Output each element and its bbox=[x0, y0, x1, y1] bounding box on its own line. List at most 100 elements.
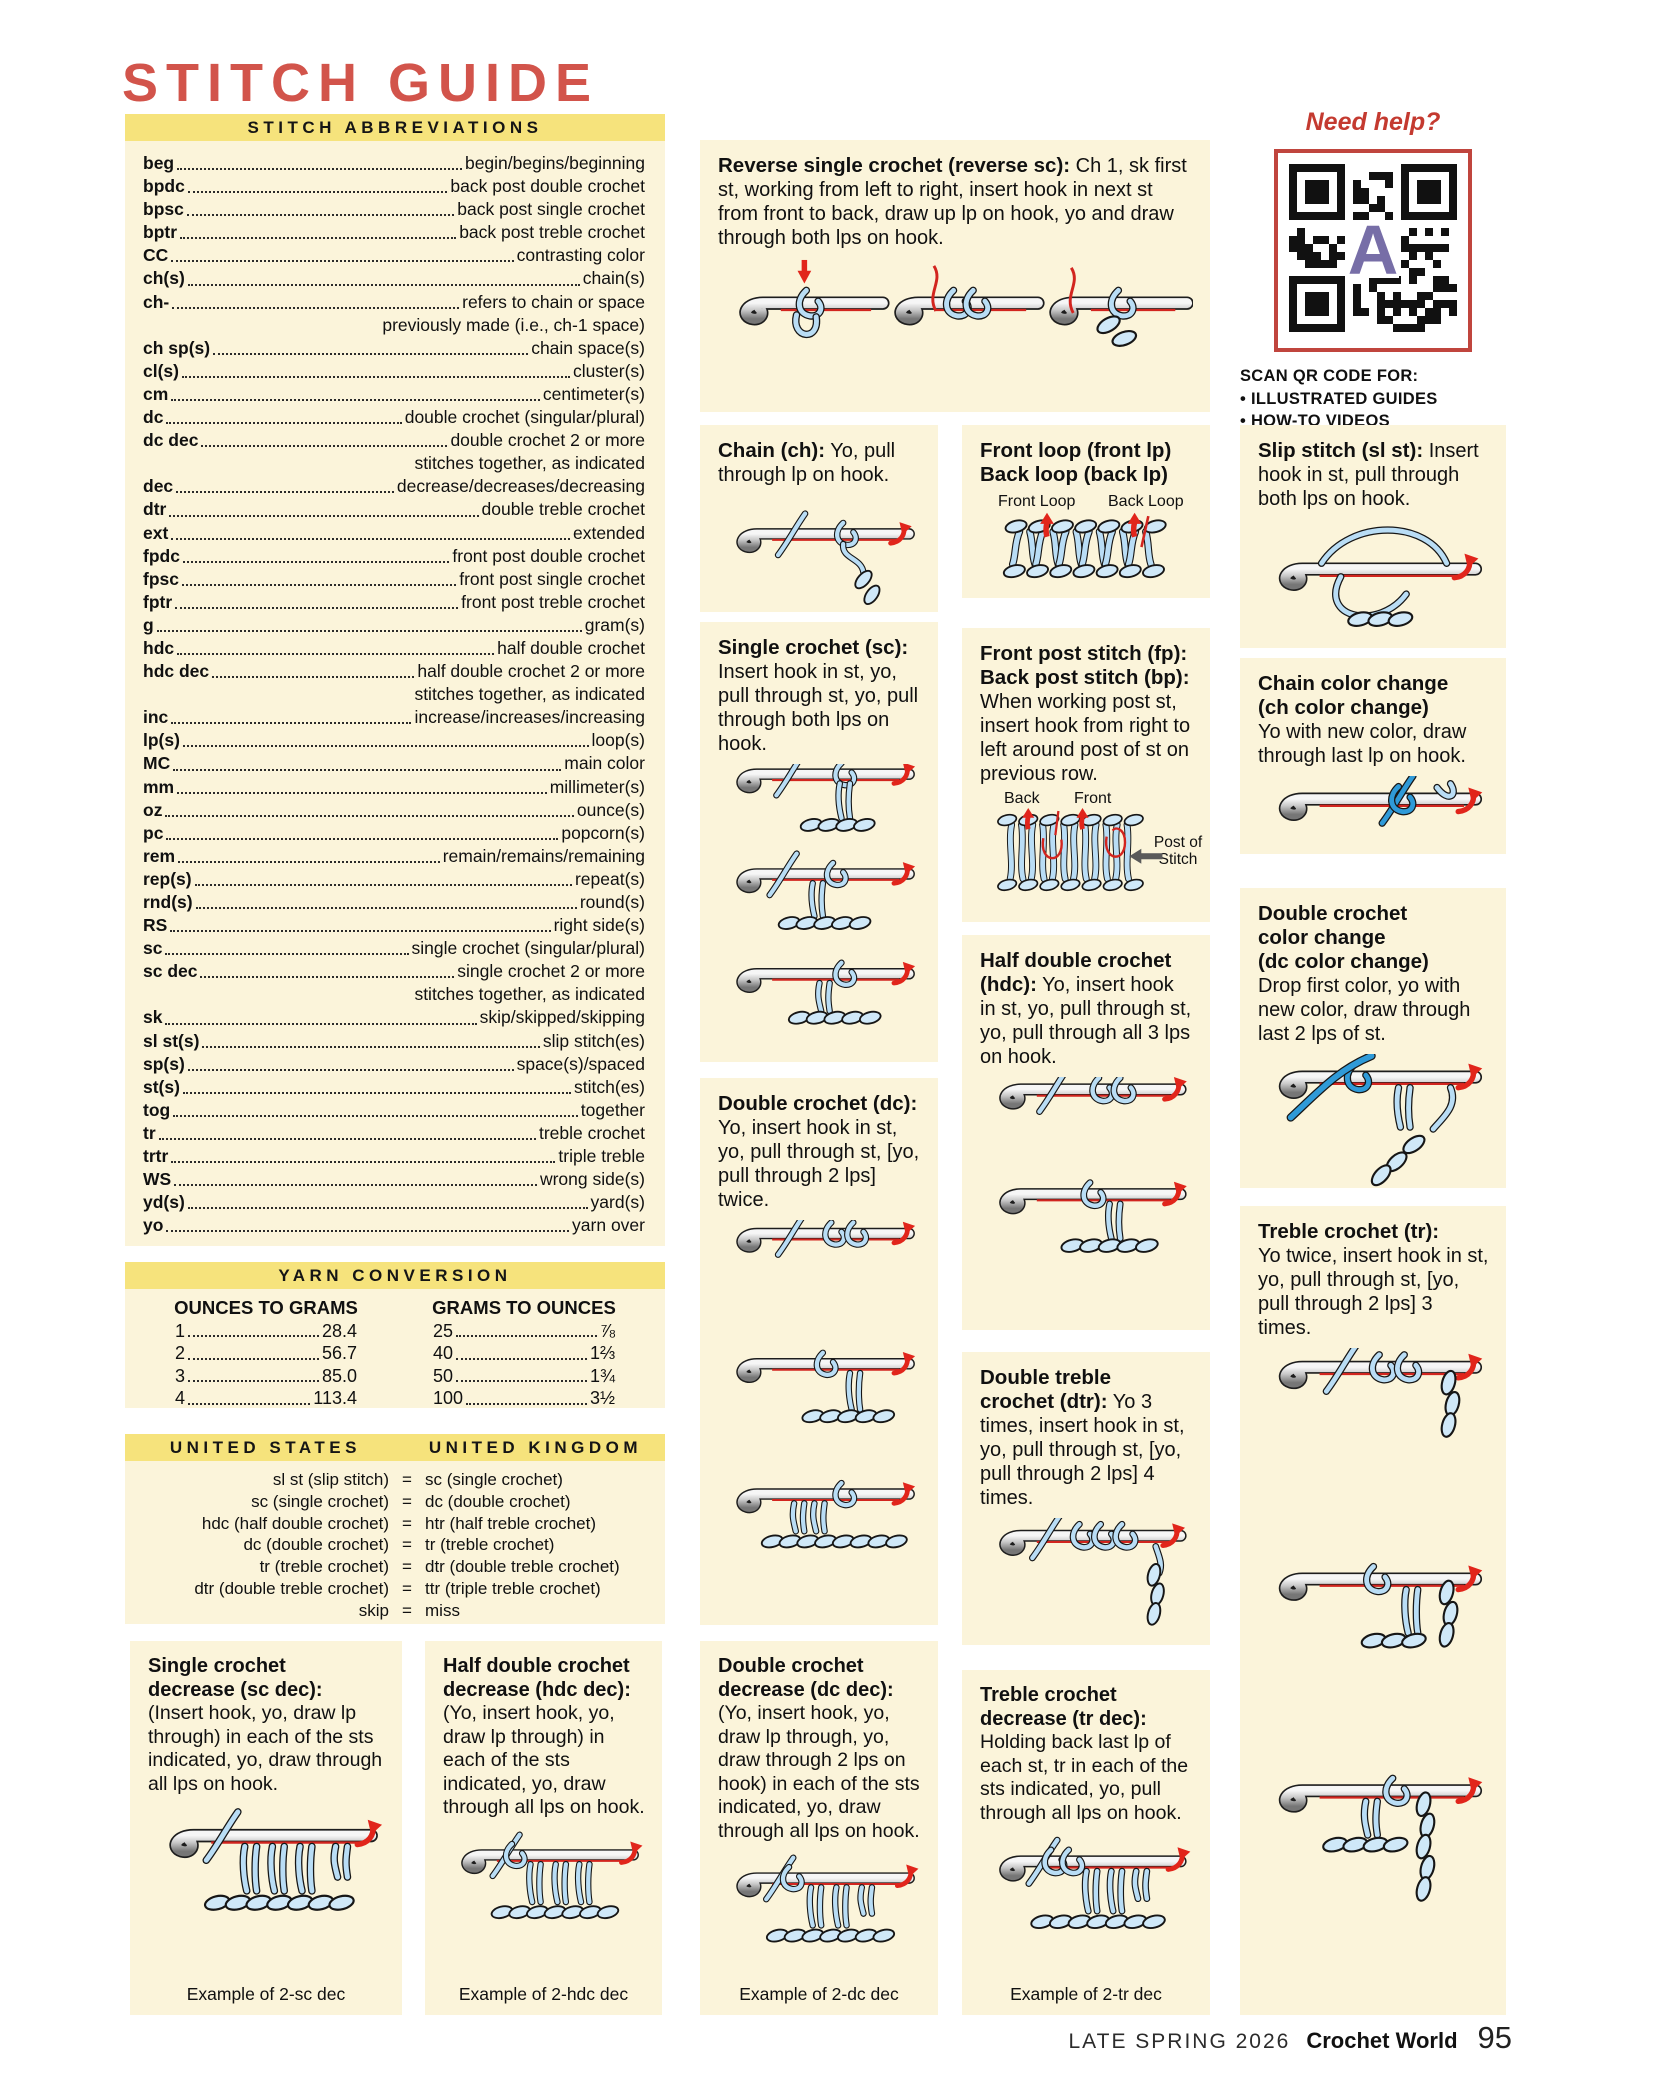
abbreviation-term: dec bbox=[143, 476, 174, 497]
section-body: (Yo, insert hook, yo, draw lp through) i… bbox=[443, 1702, 645, 1818]
double-crochet-illustration bbox=[718, 1220, 921, 1609]
abbreviation-meaning: refers to chain or space bbox=[462, 291, 645, 312]
section-title: Double crochet decrease (dc dec): bbox=[718, 1655, 894, 1701]
section-title: Single crochet decrease (sc dec): bbox=[148, 1655, 323, 1701]
abbreviation-term: rnd(s) bbox=[143, 892, 193, 912]
conversion-row: 100 3½ bbox=[433, 1387, 615, 1408]
abbreviation-row: st(s) stitch(es) bbox=[143, 1076, 645, 1099]
abbreviation-term: cl(s) bbox=[143, 360, 179, 381]
abbreviation-meaning: triple treble bbox=[558, 1146, 645, 1167]
section-body: Yo, insert hook in st, yo, pull through … bbox=[980, 974, 1192, 1068]
front-post-illustration bbox=[980, 808, 1176, 903]
section-slip-stitch: Slip stitch (sl st): Insert hook in st, p… bbox=[1240, 425, 1506, 648]
abbreviation-term: yo bbox=[143, 1215, 164, 1236]
section-double-crochet-decrease: Double crochet decrease (dc dec):(Yo, in… bbox=[700, 1641, 938, 2015]
equals-sign: = bbox=[402, 1557, 412, 1577]
abbreviation-meaning-continued: previously made (i.e., ch-1 space) bbox=[382, 314, 645, 335]
abbreviation-meaning: ounce(s) bbox=[576, 799, 645, 820]
half-double-crochet-illustration bbox=[980, 1077, 1193, 1295]
abbreviation-term: tr bbox=[143, 1122, 156, 1143]
conversion-from: 3 bbox=[175, 1365, 186, 1386]
abbreviation-meaning: stitch(es) bbox=[574, 1076, 645, 1097]
abbreviation-meaning: decrease/decreases/decreasing bbox=[396, 476, 645, 497]
yarn-conversion-header-bar: YARN CONVERSION bbox=[125, 1262, 665, 1289]
dot-leader bbox=[188, 1335, 319, 1338]
dot-leader bbox=[187, 1068, 514, 1071]
dot-leader bbox=[456, 1380, 587, 1383]
section-reverse-single-crochet: Reverse single crochet (reverse sc): Ch 1… bbox=[700, 140, 1210, 412]
abbreviation-row: ch sp(s) chain space(s) bbox=[143, 337, 645, 360]
abbreviation-row: mm millimeter(s) bbox=[143, 776, 645, 799]
abbreviation-row: ch-refers to chain or space bbox=[143, 291, 645, 314]
abbreviation-meaning: yard(s) bbox=[590, 1192, 645, 1213]
conversion-to: ⅞ bbox=[599, 1321, 615, 1341]
section-body: Insert hook in st, yo, pull through st, … bbox=[718, 661, 919, 755]
abbreviation-meaning: back post single crochet bbox=[457, 199, 645, 220]
abbreviation-term: yd(s) bbox=[143, 1192, 185, 1213]
us-heading: UNITED STATES bbox=[169, 1437, 361, 1457]
dot-leader bbox=[182, 560, 450, 563]
abbreviation-row: bptr back post treble crochet bbox=[143, 221, 645, 244]
dot-leader bbox=[171, 260, 514, 263]
footer-page-number: 95 bbox=[1477, 2020, 1512, 2055]
abbreviation-meaning: cluster(s) bbox=[573, 360, 645, 381]
conversion-from: 4 bbox=[175, 1388, 186, 1408]
abbreviation-term: inc bbox=[143, 707, 169, 728]
abbreviation-term: fpsc bbox=[143, 568, 179, 589]
dot-leader bbox=[195, 907, 577, 910]
abbreviation-term: MC bbox=[143, 753, 171, 774]
abbreviation-term: hdc dec bbox=[143, 661, 210, 682]
uk-term: tr (treble crochet) bbox=[425, 1535, 555, 1555]
us-term: skip bbox=[358, 1600, 389, 1620]
abbreviation-meaning: slip stitch(es) bbox=[542, 1030, 645, 1051]
abbreviation-meaning: wrong side(s) bbox=[539, 1169, 645, 1190]
conversion-row: 3 85.0 bbox=[175, 1365, 357, 1387]
dot-leader bbox=[173, 768, 562, 771]
us-term: dtr (double treble crochet) bbox=[194, 1578, 389, 1598]
dot-leader bbox=[156, 629, 582, 632]
illustration-caption: Example of 2-hdc dec bbox=[458, 1984, 629, 2004]
abbreviation-meaning: extended bbox=[572, 522, 645, 543]
abbreviation-term: pc bbox=[143, 822, 164, 843]
abbreviation-row: dec decrease/decreases/decreasing bbox=[143, 475, 645, 498]
abbreviation-row: sc single crochet (singular/plural) bbox=[143, 937, 645, 960]
dot-leader bbox=[170, 930, 551, 933]
abbreviation-row: WS wrong side(s) bbox=[143, 1168, 645, 1191]
abbreviation-term: g bbox=[143, 614, 154, 635]
dot-leader bbox=[188, 1380, 319, 1383]
section-dc-color-change: Double crochet color change (dc color ch… bbox=[1240, 888, 1506, 1188]
hdc-decrease-illustration bbox=[443, 1828, 645, 1954]
illustration-caption: Example of 2-dc dec bbox=[739, 1984, 899, 2004]
post-of-stitch-label: Post of Stitch bbox=[1153, 834, 1203, 868]
section-body: (Yo, insert hook, yo, draw lp through, y… bbox=[718, 1702, 920, 1842]
section-title: Front post stitch (fp): Back post stitch… bbox=[980, 642, 1190, 689]
section-chain-color-change: Chain color change (ch color change) Yo … bbox=[1240, 658, 1506, 854]
abbreviation-meaning: double treble crochet bbox=[481, 499, 645, 520]
uk-term: dc (double crochet) bbox=[425, 1491, 571, 1511]
conversion-row: 40 1⅔ bbox=[433, 1342, 615, 1364]
section-front-back-loop: Front loop (front lp) Back loop (back lp… bbox=[962, 425, 1210, 598]
abbreviation-meaning: front post double crochet bbox=[452, 545, 645, 566]
section-title: Half double crochet decrease (hdc dec): bbox=[443, 1655, 631, 1701]
abbreviation-row: cm centimeter(s) bbox=[143, 383, 645, 406]
page-footer: LATE SPRING 2026 Crochet World 95 bbox=[1068, 2020, 1512, 2056]
abbreviation-row: ext extended bbox=[143, 522, 645, 545]
abbreviation-term: lp(s) bbox=[143, 730, 180, 751]
abbreviation-meaning: increase/increases/increasing bbox=[414, 707, 645, 728]
abbreviation-term: ch- bbox=[143, 291, 170, 312]
section-title: Single crochet (sc): bbox=[718, 636, 909, 659]
section-treble-crochet: Treble crochet (tr): Yo twice, insert ho… bbox=[1240, 1206, 1506, 2015]
conversion-to: 28.4 bbox=[321, 1321, 357, 1341]
conversion-row: 2 56.7 bbox=[175, 1342, 357, 1364]
section-title: Reverse single crochet (reverse sc): bbox=[718, 154, 1071, 177]
dot-leader bbox=[175, 606, 459, 609]
column-title: OUNCES TO GRAMS bbox=[174, 1297, 358, 1318]
dot-leader bbox=[166, 1230, 570, 1233]
dot-leader bbox=[178, 860, 440, 863]
abbreviation-row: fptr front post treble crochet bbox=[143, 591, 645, 614]
abbreviation-row: hdc dec half double crochet 2 or more bbox=[143, 660, 645, 683]
dot-leader bbox=[187, 191, 448, 194]
abbreviation-term: cm bbox=[143, 383, 169, 404]
treble-crochet-illustration bbox=[1258, 1348, 1489, 1976]
section-body: Ch 1, sk first st, working from left to … bbox=[718, 155, 1187, 249]
